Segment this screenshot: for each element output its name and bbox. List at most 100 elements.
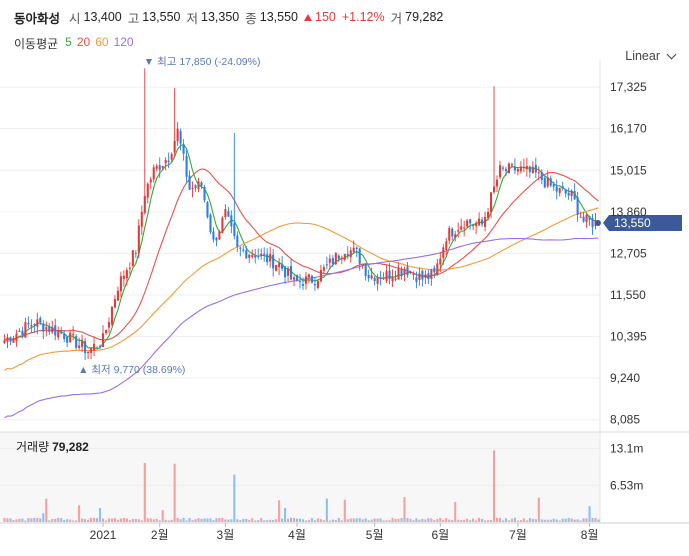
high-annotation: ▼ 최고 17,850 (-24.09%) bbox=[144, 56, 261, 68]
volume-bar bbox=[215, 518, 218, 522]
candle-body bbox=[582, 216, 585, 222]
volume-bar bbox=[570, 518, 573, 522]
ma-line-20 bbox=[4, 168, 599, 341]
scale-dropdown[interactable]: Linear bbox=[625, 49, 677, 63]
volume-bar bbox=[155, 518, 158, 522]
volume-bar bbox=[236, 519, 239, 522]
volume-bar bbox=[594, 517, 597, 522]
candle-body bbox=[24, 322, 27, 338]
volume-bar bbox=[182, 517, 185, 522]
candle-body bbox=[54, 325, 57, 336]
volume-bar bbox=[185, 520, 188, 522]
candle-body bbox=[349, 250, 352, 258]
candle-body bbox=[495, 179, 499, 187]
volume-bar bbox=[484, 520, 487, 522]
candle-body bbox=[328, 258, 331, 263]
moving-average-label: 이동평균 bbox=[14, 37, 59, 51]
volume-bar bbox=[510, 518, 513, 522]
candle-body bbox=[107, 322, 111, 328]
candle-body bbox=[12, 338, 15, 343]
candle-body bbox=[352, 247, 355, 252]
volume-bar bbox=[9, 518, 12, 522]
candle-body bbox=[537, 172, 540, 174]
volume-bar bbox=[301, 519, 305, 522]
volume-bar bbox=[90, 517, 93, 522]
volume-bar bbox=[128, 519, 131, 522]
volume-bar bbox=[481, 518, 484, 522]
change-value: 150 bbox=[315, 10, 336, 24]
candle-body bbox=[579, 216, 582, 218]
candle-body bbox=[570, 190, 573, 196]
candle-body bbox=[101, 333, 105, 347]
candle-body bbox=[152, 167, 155, 180]
candle-body bbox=[45, 327, 48, 330]
volume-bar bbox=[248, 519, 251, 522]
candle-body bbox=[373, 277, 376, 282]
candle-body bbox=[143, 196, 146, 213]
candle-body bbox=[531, 166, 534, 174]
volume-bar bbox=[81, 518, 84, 522]
candle-body bbox=[313, 284, 316, 286]
volume-bar bbox=[451, 520, 454, 522]
candle-body bbox=[21, 330, 24, 335]
volume-bar bbox=[3, 518, 6, 522]
candle-body bbox=[251, 254, 254, 257]
candle-body bbox=[310, 275, 313, 283]
volume-bar bbox=[75, 520, 78, 522]
candle-body bbox=[48, 326, 51, 332]
candle-body bbox=[60, 332, 63, 334]
candle-body bbox=[90, 347, 93, 353]
candle-body bbox=[510, 164, 513, 166]
volume-bar bbox=[498, 518, 502, 522]
candle-body bbox=[519, 167, 522, 172]
x-tick-label: 7월 bbox=[509, 528, 527, 542]
volume-bar bbox=[295, 518, 299, 522]
candle-body bbox=[30, 325, 33, 327]
ma-60: 60 bbox=[95, 35, 109, 49]
x-tick-label: 2월 bbox=[151, 528, 169, 542]
candle-body bbox=[409, 271, 412, 273]
volume-bar bbox=[221, 517, 224, 522]
volume-bar bbox=[113, 518, 116, 522]
volume-bar bbox=[576, 519, 579, 522]
candle-body bbox=[364, 263, 367, 276]
candle-body bbox=[233, 223, 236, 237]
volume-bar bbox=[275, 519, 278, 522]
volume-bar bbox=[284, 507, 287, 522]
candle-body bbox=[543, 177, 546, 188]
volume-bar bbox=[173, 463, 176, 522]
volume-bar bbox=[546, 519, 549, 522]
candle-body bbox=[263, 253, 266, 255]
volume-bar bbox=[558, 520, 561, 522]
volume-bar bbox=[436, 518, 439, 522]
volume-bar bbox=[463, 519, 466, 522]
volume-bar bbox=[36, 518, 39, 522]
candle-body bbox=[567, 192, 570, 196]
volume-bar bbox=[92, 517, 96, 522]
volume-bar bbox=[367, 520, 370, 522]
candle-body bbox=[197, 181, 200, 190]
candle-body bbox=[33, 324, 36, 326]
moving-average-legend[interactable]: 이동평균 5 20 60 120 bbox=[14, 35, 134, 52]
volume-bar bbox=[45, 498, 48, 522]
candle-body bbox=[492, 186, 496, 193]
candle-body bbox=[140, 212, 143, 227]
candle-body bbox=[176, 128, 179, 142]
candle-body bbox=[134, 252, 137, 254]
volume-bar bbox=[179, 519, 182, 522]
volume-bar bbox=[200, 518, 203, 522]
x-tick-label: 2021 bbox=[90, 528, 117, 542]
candle-body bbox=[331, 258, 334, 265]
volume-bar bbox=[334, 520, 337, 522]
volume-bar bbox=[224, 519, 227, 522]
price-tick-label: 10,395 bbox=[610, 330, 647, 344]
volume-bar bbox=[263, 520, 266, 522]
volume-bar bbox=[376, 518, 379, 522]
candle-body bbox=[346, 254, 349, 257]
stock-name: 동아화성 bbox=[14, 11, 61, 26]
candle-body bbox=[457, 230, 460, 232]
candle-body bbox=[284, 266, 287, 278]
volume-bar bbox=[352, 518, 355, 522]
candle-body bbox=[84, 341, 87, 354]
